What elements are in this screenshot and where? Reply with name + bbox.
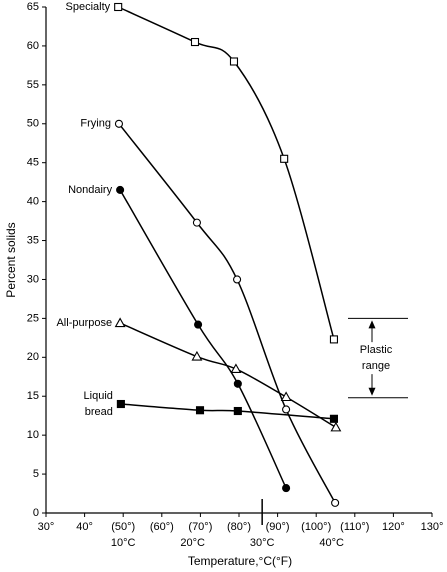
y-tick-label: 40 bbox=[27, 196, 39, 208]
series-line bbox=[118, 123, 336, 504]
point bbox=[190, 37, 200, 47]
point bbox=[280, 154, 289, 163]
point bbox=[114, 2, 123, 12]
x-tick-label: (100°) bbox=[301, 521, 331, 533]
series-label: Frying bbox=[80, 118, 111, 130]
point bbox=[233, 379, 242, 388]
point bbox=[194, 320, 203, 329]
point bbox=[282, 484, 291, 493]
y-tick-label: 55 bbox=[27, 79, 39, 91]
arrowhead bbox=[368, 387, 376, 396]
point bbox=[330, 421, 342, 432]
y-tick-label: 0 bbox=[33, 507, 39, 519]
series-label: All-purpose bbox=[56, 317, 112, 329]
point bbox=[114, 317, 126, 328]
point bbox=[229, 57, 239, 66]
series-line bbox=[119, 322, 337, 429]
series-label: Specialty bbox=[66, 1, 111, 13]
point bbox=[331, 498, 340, 507]
x-tick-label: (50°) bbox=[111, 521, 135, 533]
x-tick-label: (90°) bbox=[266, 521, 290, 533]
series-line bbox=[120, 403, 335, 420]
x-axis-label: Temperature,°C(°F) bbox=[188, 554, 292, 568]
point bbox=[329, 414, 339, 423]
point bbox=[114, 119, 124, 128]
point bbox=[233, 275, 242, 284]
series-label: Nondairy bbox=[68, 184, 113, 196]
y-tick-label: 65 bbox=[27, 1, 39, 13]
x-tick-label: 120° bbox=[382, 521, 405, 533]
y-tick-label: 25 bbox=[27, 312, 39, 324]
point bbox=[195, 406, 205, 415]
x-tick-label: 30° bbox=[38, 521, 55, 533]
y-tick-label: 15 bbox=[27, 390, 39, 402]
y-tick-label: 45 bbox=[27, 157, 39, 169]
x-tick-label: 40° bbox=[76, 521, 93, 533]
series-line bbox=[117, 6, 335, 340]
celsius-tick-label: 20°C bbox=[180, 537, 205, 549]
point bbox=[282, 405, 291, 414]
point bbox=[192, 218, 201, 227]
celsius-tick-label: 10°C bbox=[111, 537, 136, 549]
point bbox=[116, 399, 125, 409]
x-tick-label: (60°) bbox=[150, 521, 174, 533]
x-tick-label: (70°) bbox=[188, 521, 212, 533]
point bbox=[280, 391, 292, 402]
y-tick-label: 20 bbox=[27, 351, 39, 363]
y-tick-label: 50 bbox=[27, 118, 39, 130]
y-tick-label: 30 bbox=[27, 273, 39, 285]
point bbox=[191, 350, 203, 361]
series-line bbox=[119, 189, 287, 489]
point bbox=[116, 185, 125, 194]
x-tick-label: (80°) bbox=[227, 521, 251, 533]
y-tick-label: 35 bbox=[27, 234, 39, 246]
point bbox=[230, 363, 242, 374]
y-tick-label: 60 bbox=[27, 40, 39, 52]
y-axis-label: Percent solids bbox=[4, 222, 18, 297]
x-tick-label: 130° bbox=[421, 521, 444, 533]
range-label: Plastic range bbox=[360, 344, 393, 372]
celsius-tick-label: 40°C bbox=[319, 537, 344, 549]
y-tick-label: 10 bbox=[27, 429, 39, 441]
point bbox=[233, 406, 242, 416]
series-label: Liquid bread bbox=[84, 390, 113, 418]
celsius-tick-label: 30°C bbox=[250, 537, 275, 549]
arrowhead bbox=[368, 320, 376, 329]
point bbox=[329, 335, 339, 344]
x-tick-label: (110°) bbox=[340, 521, 369, 533]
y-tick-label: 5 bbox=[33, 468, 39, 480]
